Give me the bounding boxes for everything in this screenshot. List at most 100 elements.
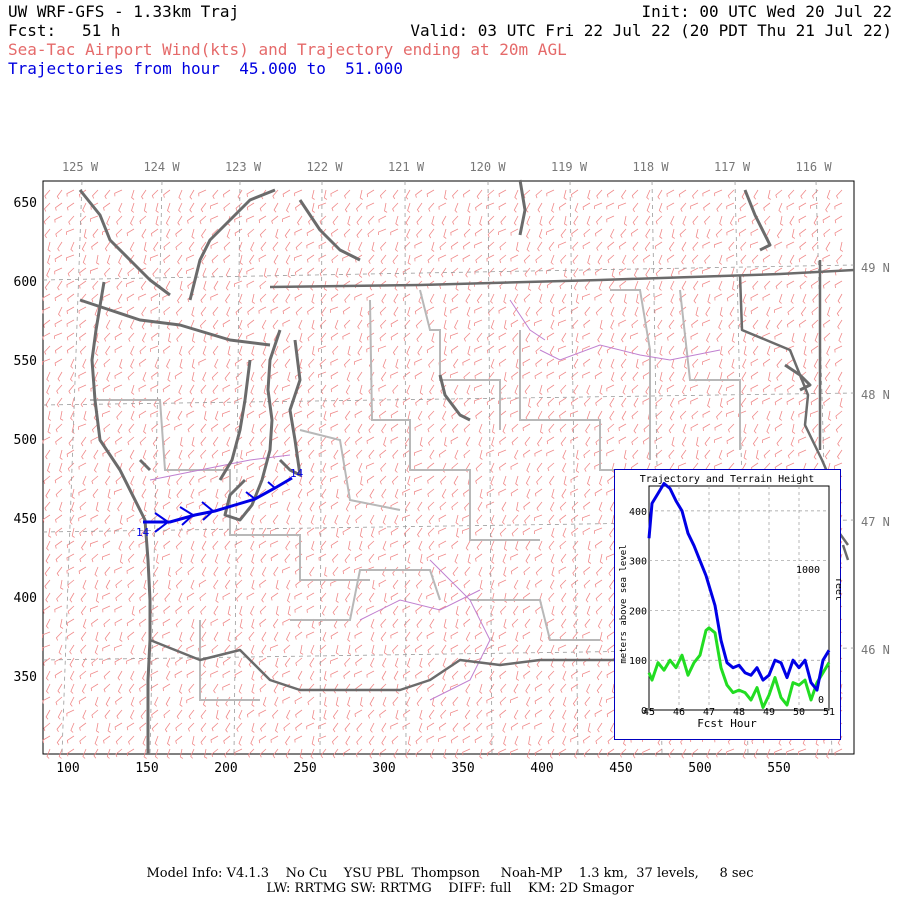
wind-barb [776, 358, 783, 368]
wind-barb [498, 306, 507, 314]
y-tick-label: 500 [14, 433, 37, 448]
wind-barb [357, 423, 363, 434]
wind-barb [163, 605, 171, 614]
wind-barb [286, 709, 291, 720]
wind-barb [558, 345, 567, 352]
wind-barb [799, 241, 807, 250]
wind-barb [537, 241, 543, 252]
wind-barb [704, 436, 711, 447]
wind-barb [222, 670, 231, 678]
wind-barb [522, 722, 531, 730]
wind-barb [43, 722, 51, 732]
wind-barb [215, 592, 219, 603]
wind-barb [271, 215, 279, 224]
wind-barb [428, 228, 435, 239]
wind-barb [286, 631, 291, 642]
wind-barb [382, 358, 387, 369]
wind-barb [201, 228, 207, 239]
wind-barb [162, 527, 171, 536]
wind-barb [308, 449, 315, 459]
wind-barb [175, 306, 183, 316]
wind-barb [768, 371, 772, 382]
wind-barb [595, 592, 603, 602]
wind-barb [330, 423, 339, 431]
wind-barb [764, 215, 771, 225]
wind-barb [299, 332, 303, 343]
wind-barb [479, 579, 483, 590]
wind-barb [223, 241, 231, 251]
wind-barb [179, 631, 183, 642]
wind-barb [141, 488, 147, 499]
wind-barb [596, 683, 603, 694]
wind-barb [263, 332, 267, 343]
wind-barb [130, 644, 135, 655]
wind-barb [741, 384, 747, 395]
wind-barb [118, 254, 123, 265]
wind-barb [287, 267, 291, 278]
wind-barb [441, 644, 447, 655]
wind-barb [191, 332, 196, 343]
wind-barb [767, 189, 771, 200]
wind-barb [526, 228, 531, 239]
inset-x-tick: 48 [733, 707, 745, 718]
wind-barb [104, 332, 111, 342]
wind-barb [743, 332, 747, 343]
wind-barb [502, 423, 507, 434]
wind-barb [223, 254, 231, 263]
wind-barb [693, 280, 699, 291]
wind-barb [44, 280, 51, 291]
wind-barb [212, 306, 219, 316]
wind-barb [114, 618, 123, 626]
wind-barb [466, 696, 471, 707]
wind-barb [115, 475, 123, 485]
wind-barb [369, 488, 375, 499]
wind-barb [538, 228, 543, 239]
wind-barb [430, 371, 435, 382]
wind-barb [79, 553, 87, 563]
wind-barb [335, 696, 340, 707]
wind-barb [632, 449, 639, 459]
wind-barb [834, 345, 843, 353]
wind-barb [355, 748, 363, 758]
wind-barb [247, 228, 255, 238]
wind-barb [418, 722, 423, 733]
wind-barb [498, 631, 507, 640]
wind-barb [414, 475, 423, 482]
wind-barb [643, 254, 651, 263]
wind-barb [582, 631, 591, 639]
wind-barb [416, 332, 423, 342]
inset-y-tick: 300 [629, 557, 647, 568]
wind-barb [176, 332, 183, 342]
wind-barb [90, 670, 99, 678]
wind-barb [190, 553, 195, 564]
wind-barb [66, 566, 75, 574]
wind-barb [438, 553, 447, 560]
wind-barb [186, 670, 195, 678]
wind-barb [143, 644, 147, 655]
wind-barb [94, 566, 99, 577]
wind-barb [479, 449, 483, 460]
wind-barb [200, 423, 207, 433]
wind-barb [479, 748, 483, 759]
wind-barb [610, 319, 615, 330]
wind-barb [443, 631, 447, 642]
wind-barb [490, 540, 495, 551]
wind-barb [681, 436, 687, 447]
wind-barb [43, 215, 51, 225]
wind-barb [502, 722, 507, 733]
wind-barb [59, 501, 63, 512]
wind-barb [486, 501, 495, 509]
wind-barb [43, 657, 51, 666]
wind-barb [499, 670, 507, 680]
wind-barb [177, 254, 183, 265]
wind-barb [59, 462, 63, 473]
wind-barb [431, 332, 435, 343]
wind-barb [200, 553, 207, 564]
wind-barb [251, 683, 255, 694]
wind-barb [294, 254, 303, 261]
wind-barb [380, 631, 387, 642]
wind-barb [90, 215, 99, 222]
wind-barb [597, 618, 603, 629]
wind-barb [344, 202, 351, 213]
wind-barb [441, 488, 447, 499]
